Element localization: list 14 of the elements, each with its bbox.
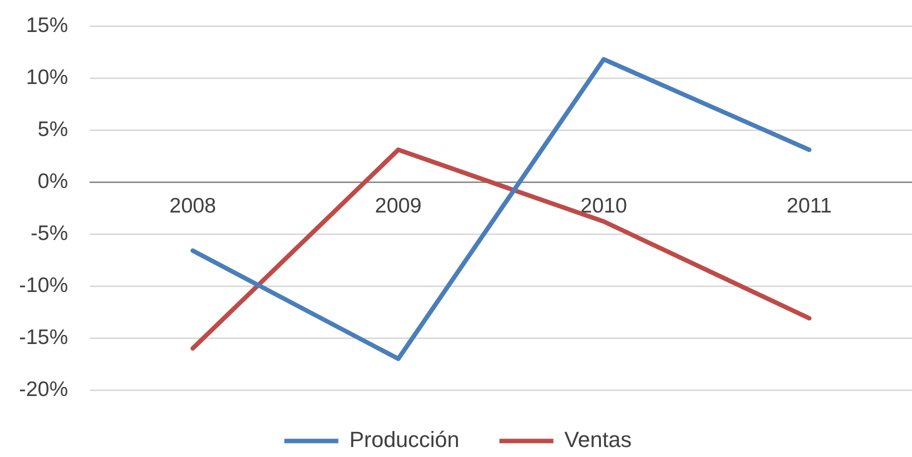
y-tick-label: -10% — [18, 274, 68, 297]
legend-label: Ventas — [564, 427, 632, 452]
x-tick-label: 2009 — [374, 194, 422, 218]
y-tick-label: -15% — [18, 326, 68, 349]
x-tick-label: 2011 — [786, 194, 832, 218]
y-tick-label: 15% — [26, 14, 68, 37]
legend-label: Producción — [349, 427, 460, 452]
y-tick-label: 10% — [26, 66, 68, 89]
y-tick-label: 0% — [38, 170, 68, 193]
y-tick-label: 5% — [38, 118, 68, 141]
y-tick-label: -20% — [18, 378, 68, 401]
x-tick-label: 2008 — [169, 194, 216, 218]
x-tick-label: 2010 — [580, 194, 628, 218]
y-tick-label: -5% — [30, 222, 68, 245]
